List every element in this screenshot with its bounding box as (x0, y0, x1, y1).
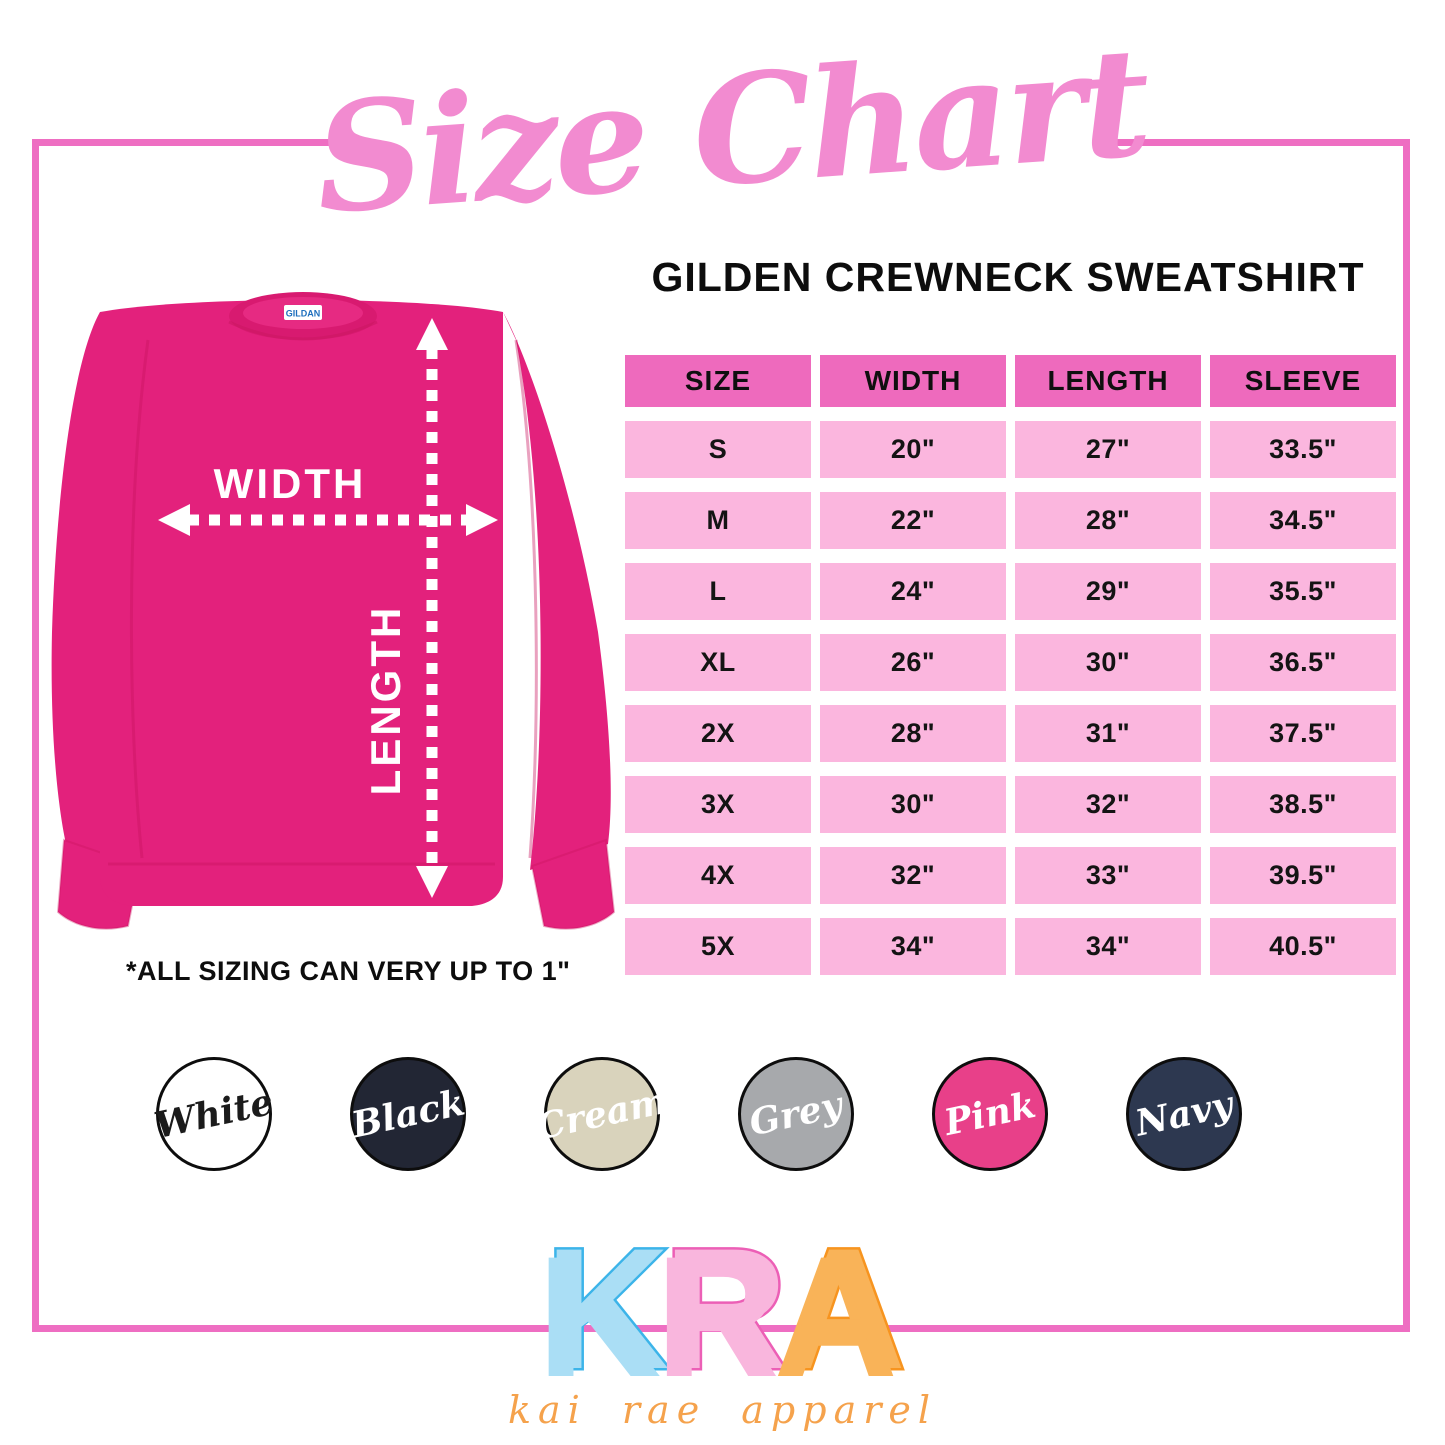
length-arrow-top (416, 318, 448, 350)
swatch-label: Black (347, 1081, 469, 1147)
right-sleeve (503, 312, 611, 870)
measurement-cell: 29" (1015, 563, 1201, 620)
measurement-cell: 28" (820, 705, 1006, 762)
right-cuff (530, 838, 616, 930)
size-cell: 3X (625, 776, 811, 833)
size-cell: M (625, 492, 811, 549)
collar-seam (228, 320, 378, 341)
logo-letter-k: K (543, 1213, 672, 1405)
right-seam (514, 339, 538, 859)
size-cell: 4X (625, 847, 811, 904)
title-box: Size Chart (310, 0, 1152, 262)
measurement-cell: 32" (1015, 776, 1201, 833)
measurement-cell: 33.5" (1210, 421, 1396, 478)
measurement-cell: 38.5" (1210, 776, 1396, 833)
measurement-cell: 22" (820, 492, 1006, 549)
collar-tag (284, 305, 322, 320)
product-subtitle: GILDEN CREWNECK SWEATSHIRT (651, 254, 1365, 300)
measurement-cell: 20" (820, 421, 1006, 478)
sweatshirt-figure: GILDAN WIDTH LENGTH (48, 292, 624, 934)
column-header-sleeve: SLEEVE (1210, 355, 1396, 407)
measurement-cell: 40.5" (1210, 918, 1396, 975)
size-cell: L (625, 563, 811, 620)
swatch-pink: Pink (932, 1057, 1048, 1171)
swatch-label: Navy (1131, 1083, 1237, 1145)
swatch-cream: Cream (533, 1057, 671, 1171)
page-title: Size Chart (309, 14, 1153, 248)
column-header-width: WIDTH (820, 355, 1006, 407)
measurement-cell: 33" (1015, 847, 1201, 904)
swatch-label: White (151, 1081, 277, 1147)
swatch-label: Grey (745, 1083, 847, 1145)
measurement-cell: 27" (1015, 421, 1201, 478)
swatch-label: Pink (940, 1083, 1040, 1145)
size-table: SIZE WIDTH LENGTH SLEEVE S 20" 27" 33.5" M 22" 28"… (625, 355, 1396, 975)
size-cell: 2X (625, 705, 811, 762)
logo-letter-a: A (779, 1213, 908, 1405)
sweatshirt-illustration: GILDAN WIDTH LENGTH (51, 292, 616, 930)
measurement-cell: 34" (1015, 918, 1201, 975)
measurement-cell: 32" (820, 847, 1006, 904)
brand-logo: KRA kai rae apparel (507, 1221, 938, 1433)
width-arrow-right (466, 504, 498, 536)
swatch-label: Cream (533, 1079, 671, 1149)
measurement-cell: 34" (820, 918, 1006, 975)
length-arrow-bottom (416, 866, 448, 898)
measurement-cell: 30" (1015, 634, 1201, 691)
size-cell: XL (625, 634, 811, 691)
measurement-cell: 36.5" (1210, 634, 1396, 691)
measurement-cell: 37.5" (1210, 705, 1396, 762)
logo-tagline: kai rae apparel (507, 1388, 938, 1433)
swatch-black: Black (347, 1057, 469, 1171)
swatch-grey: Grey (738, 1057, 854, 1171)
measurement-cell: 35.5" (1210, 563, 1396, 620)
shirt-body (100, 300, 503, 906)
width-label: WIDTH (214, 460, 367, 507)
measurement-cell: 39.5" (1210, 847, 1396, 904)
length-label: LENGTH (362, 605, 409, 796)
measurement-cell: 31" (1015, 705, 1201, 762)
swatch-white: White (151, 1057, 277, 1171)
column-header-size: SIZE (625, 355, 811, 407)
swatch-navy: Navy (1126, 1057, 1242, 1171)
logo-letter-r: R (661, 1213, 790, 1405)
width-arrow-left (158, 504, 190, 536)
left-seam (129, 339, 150, 859)
column-header-length: LENGTH (1015, 355, 1201, 407)
measurement-cell: 34.5" (1210, 492, 1396, 549)
measurement-cell: 24" (820, 563, 1006, 620)
measurement-cell: 30" (820, 776, 1006, 833)
collar-tag-label: GILDAN (286, 309, 321, 319)
measurement-cell: 28" (1015, 492, 1201, 549)
logo-letters: KRA (508, 1221, 937, 1398)
measurement-cell: 26" (820, 634, 1006, 691)
sizing-note: *ALL SIZING CAN VERY UP TO 1" (126, 956, 571, 986)
size-cell: S (625, 421, 811, 478)
color-swatches: White Black Cream Grey Pink Navy (151, 1038, 1242, 1190)
size-cell: 5X (625, 918, 811, 975)
